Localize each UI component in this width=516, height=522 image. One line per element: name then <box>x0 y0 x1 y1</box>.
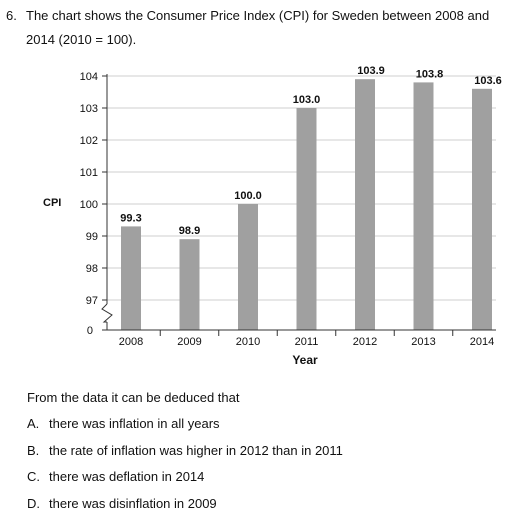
bar-2012 <box>355 79 375 330</box>
bar-2008 <box>121 226 141 330</box>
question-number: 6. <box>6 4 26 28</box>
option-b-letter: B. <box>27 443 49 459</box>
y-tick-label: 99 <box>86 231 98 243</box>
option-a-letter: A. <box>27 416 49 432</box>
y-tick-label: 97 <box>86 295 98 307</box>
option-c-text: there was deflation in 2014 <box>49 469 204 484</box>
y-axis-title: CPI <box>43 197 61 209</box>
bar-2010 <box>238 204 258 330</box>
question-text-line2: 2014 (2010 = 100). <box>6 28 512 52</box>
answer-options: A.there was inflation in all years B.the… <box>27 416 343 522</box>
option-b-text: the rate of inflation was higher in 2012… <box>49 443 343 458</box>
y-tick-label: 101 <box>80 167 98 179</box>
x-tick-label: 2011 <box>295 336 319 348</box>
bar-value-label: 100.0 <box>234 190 262 202</box>
axis-break-marker <box>102 304 112 322</box>
option-c-letter: C. <box>27 469 49 485</box>
y-tick-label: 103 <box>80 103 98 115</box>
bar-2013 <box>414 82 434 330</box>
x-tick-label: 2008 <box>119 336 143 348</box>
bar-value-label: 103.6 <box>474 75 502 87</box>
bar-value-label: 103.0 <box>293 94 321 106</box>
y-tick-label: 100 <box>80 199 98 211</box>
x-tick-label: 2013 <box>411 336 435 348</box>
answer-prompt: From the data it can be deduced that <box>27 390 239 405</box>
cpi-bar-chart: 97 98 99 100 101 102 103 104 0 2008 99.3 2009 98.9 20… <box>0 58 516 380</box>
option-c[interactable]: C.there was deflation in 2014 <box>27 469 343 496</box>
option-b[interactable]: B.the rate of inflation was higher in 20… <box>27 443 343 470</box>
y-tick-label: 102 <box>80 135 98 147</box>
bar-value-label: 103.8 <box>416 68 444 80</box>
x-tick-label: 2009 <box>177 336 201 348</box>
option-d-text: there was disinflation in 2009 <box>49 496 217 511</box>
bar-2011 <box>297 108 317 330</box>
option-d[interactable]: D.there was disinflation in 2009 <box>27 496 343 522</box>
bar-2014 <box>472 89 492 330</box>
question-text-line1: The chart shows the Consumer Price Index… <box>26 8 489 23</box>
x-tick-label: 2014 <box>470 336 494 348</box>
question-header: 6.The chart shows the Consumer Price Ind… <box>6 4 512 52</box>
bar-value-label: 99.3 <box>120 212 141 224</box>
chart-bars <box>121 79 492 330</box>
option-a-text: there was inflation in all years <box>49 416 220 431</box>
bar-2009 <box>180 239 200 330</box>
x-tick-label: 2012 <box>353 336 377 348</box>
y-tick-label: 98 <box>86 263 98 275</box>
option-a[interactable]: A.there was inflation in all years <box>27 416 343 443</box>
bar-value-label: 103.9 <box>357 65 385 77</box>
x-axis-title: Year <box>292 353 318 367</box>
bar-value-label: 98.9 <box>179 225 200 237</box>
option-d-letter: D. <box>27 496 49 512</box>
y-tick-label: 104 <box>80 71 98 83</box>
y-base-label: 0 <box>87 325 93 337</box>
x-tick-label: 2010 <box>236 336 260 348</box>
